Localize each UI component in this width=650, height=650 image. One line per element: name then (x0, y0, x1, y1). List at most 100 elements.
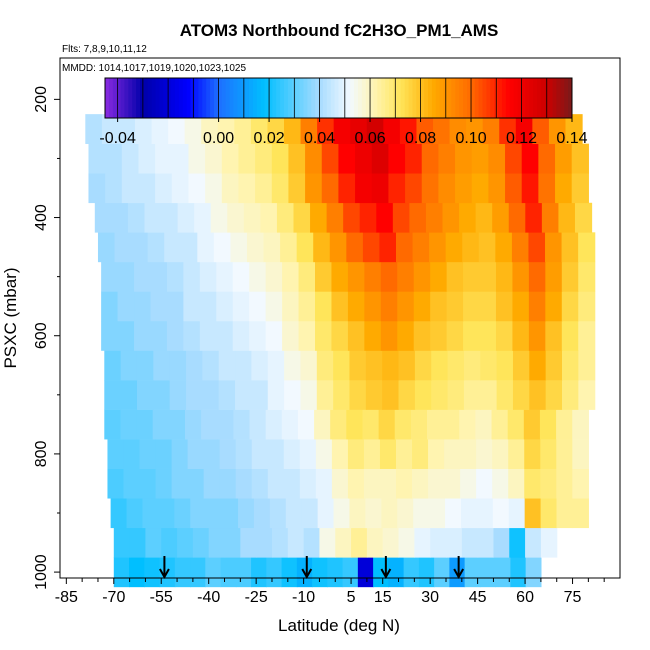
heatmap-cell (459, 409, 477, 440)
heatmap-cell (480, 380, 498, 410)
x-tick-label: -70 (102, 589, 125, 606)
heatmap-cell (101, 320, 119, 351)
heatmap-cell (379, 232, 397, 263)
heatmap-cell (298, 320, 316, 351)
heatmap-cell (298, 291, 316, 322)
heatmap-cell (382, 527, 400, 558)
heatmap-cell (127, 202, 146, 233)
heatmap-cell (561, 261, 579, 292)
heatmap-cell (412, 468, 429, 499)
heatmap-cell (331, 439, 349, 469)
heatmap-cell (445, 498, 462, 529)
x-tick-label: -55 (150, 589, 173, 606)
heatmap-cell (251, 557, 267, 588)
heatmap-cell (315, 468, 333, 499)
heatmap-cell (540, 439, 557, 469)
heatmap-cell (561, 320, 579, 351)
chart-title: ATOM3 Northbound fC2H3O_PM1_AMS (180, 21, 499, 40)
heatmap-cell (138, 173, 156, 204)
heatmap-cell (455, 173, 473, 204)
heatmap-cell (382, 380, 400, 410)
colorbar-segment (202, 78, 207, 118)
heatmap-cell (350, 114, 368, 144)
colorbar-segment (178, 78, 184, 118)
heatmap-cell (475, 409, 493, 440)
heatmap-cell (234, 114, 252, 144)
colorbar-segment (213, 78, 219, 118)
heatmap-cell (192, 527, 210, 558)
heatmap-cell (233, 409, 251, 440)
colorbar-segment (529, 78, 534, 118)
heatmap-cell (331, 261, 349, 292)
heatmap-cell (572, 498, 589, 529)
heatmap-cell (505, 173, 523, 204)
heatmap-cell (282, 320, 300, 351)
heatmap-cell (232, 291, 250, 322)
heatmap-cell (285, 498, 303, 529)
heatmap-cell (171, 468, 189, 499)
heatmap-cell (187, 439, 205, 469)
heatmap-cell (240, 527, 257, 558)
heatmap-cell (363, 468, 381, 499)
heatmap-cell (147, 232, 165, 263)
heatmap-cell (202, 350, 220, 381)
heatmap-cell (364, 261, 382, 292)
colorbar-segment (276, 78, 281, 118)
colorbar-segment (498, 78, 503, 118)
heatmap-cell (171, 173, 190, 204)
heatmap-cell (410, 409, 428, 440)
heatmap-cell (525, 557, 542, 588)
heatmap-cell (446, 291, 464, 322)
heatmap-cell (459, 202, 477, 233)
heatmap-cell (224, 527, 241, 558)
heatmap-cell (335, 527, 352, 558)
heatmap-cell (349, 498, 367, 529)
heatmap-cell (232, 320, 250, 351)
heatmap-cell (129, 527, 147, 558)
heatmap-cell (105, 173, 123, 204)
heatmap-cell (428, 468, 445, 499)
heatmap-cell (227, 202, 245, 233)
heatmap-cell (444, 468, 461, 499)
heatmap-cell (463, 320, 481, 351)
colorbar-segment (319, 78, 324, 118)
heatmap-cell (524, 498, 542, 529)
heatmap-cell (371, 173, 389, 204)
colorbar-segment (233, 78, 238, 118)
heatmap-cell (293, 202, 311, 233)
heatmap-cell (381, 498, 398, 529)
heatmap-cell (488, 173, 506, 204)
heatmap-cell (118, 114, 136, 144)
flight-arrows (159, 556, 465, 580)
heatmap-cell (166, 320, 184, 351)
heatmap-cell (446, 261, 464, 292)
heatmap-cell (250, 114, 269, 144)
heatmap-cell (101, 114, 120, 144)
heatmap-cell (396, 232, 414, 263)
heatmap-cell (101, 291, 119, 322)
heatmap-cell (315, 439, 333, 469)
heatmap-cell (205, 173, 223, 204)
heatmap-cell (505, 143, 523, 174)
colorbar-segment (501, 78, 507, 118)
heatmap-cell (495, 291, 514, 322)
heatmap-cell (210, 202, 228, 233)
colorbar-segment (354, 78, 359, 118)
colorbar-segment (478, 78, 483, 118)
heatmap-cell (201, 409, 218, 440)
heatmap-cell (556, 439, 573, 469)
colorbar-segment (260, 78, 266, 118)
heatmap-cell (507, 409, 525, 440)
heatmap-cell (199, 261, 217, 292)
heatmap-cell (329, 232, 347, 263)
heatmap-cell (238, 173, 256, 204)
heatmap-cell (431, 380, 449, 410)
heatmap-cell (460, 468, 477, 499)
heatmap-cell (121, 173, 140, 204)
heatmap-cell (283, 439, 301, 469)
colorbar-segment (112, 78, 118, 118)
heatmap-cell (235, 557, 252, 588)
heatmap-cell (538, 143, 556, 174)
heatmap-cell (136, 409, 154, 440)
heatmap-cell (194, 202, 212, 233)
